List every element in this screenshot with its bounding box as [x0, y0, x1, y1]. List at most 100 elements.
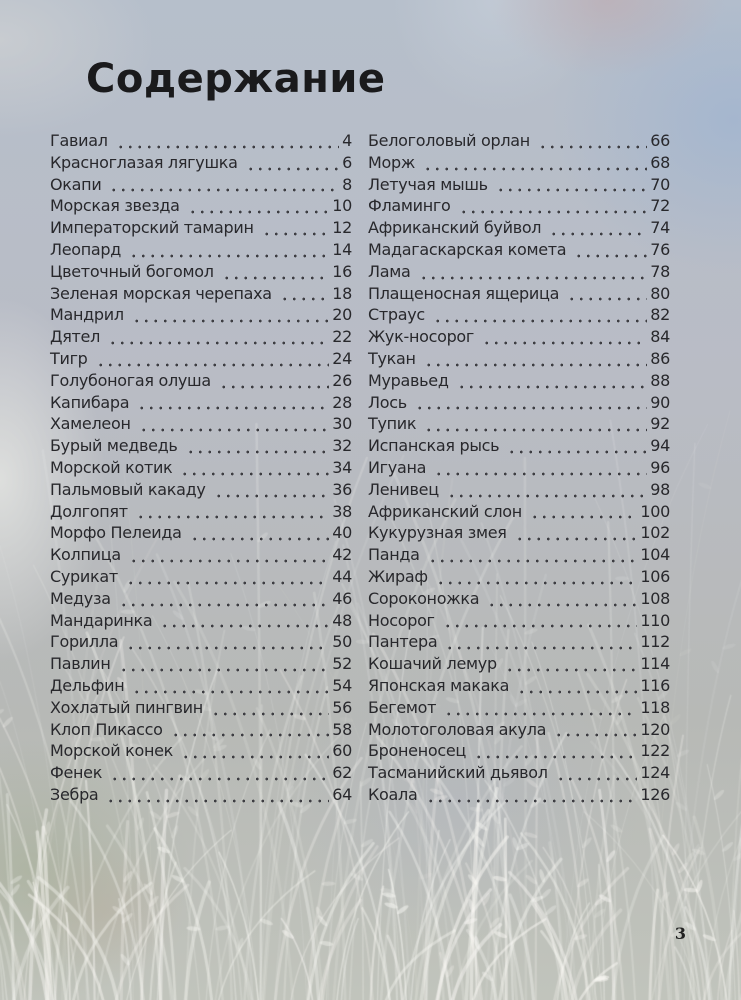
- toc-entry-title: Морж: [368, 152, 415, 172]
- dot-leader: [108, 174, 340, 197]
- toc-entry-title: Мандрил: [50, 305, 124, 325]
- toc-entry-title: Фламинго: [368, 196, 451, 216]
- toc-entry-page: 118: [640, 697, 670, 717]
- dot-leader: [107, 327, 330, 349]
- toc-entry: Гавиал 4: [50, 131, 352, 153]
- toc-entry-title: Кукурузная змея: [368, 523, 507, 543]
- toc-entry-page: 50: [332, 632, 352, 652]
- toc-entry: Сурикат 44: [50, 566, 352, 589]
- toc-entry-page: 14: [332, 239, 352, 259]
- dot-leader: [209, 697, 330, 720]
- dot-leader: [528, 501, 638, 524]
- toc-column-left: Гавиал 4 Красноглазая лягушка 6 Окапи 8 …: [50, 131, 352, 807]
- toc-entry-page: 74: [650, 218, 670, 238]
- toc-entry-page: 42: [332, 545, 352, 565]
- toc-entry: Кошачий лемур 114: [368, 654, 670, 676]
- toc-entry: Фламинго 72: [368, 196, 670, 219]
- toc-entry-page: 80: [650, 283, 670, 303]
- toc-entry: Окапи 8: [50, 174, 352, 197]
- toc-entry: Медуза 46: [50, 588, 352, 611]
- dot-leader: [506, 436, 648, 458]
- toc-entry-page: 58: [332, 719, 352, 739]
- toc-entry: Лама 78: [368, 261, 670, 284]
- toc-entry: Павлин 52: [50, 654, 352, 676]
- toc-entry-page: 30: [332, 414, 352, 434]
- toc-entry-page: 34: [332, 457, 352, 477]
- toc-entry: Молотоголовая акула 120: [368, 719, 670, 742]
- toc-entry-page: 70: [650, 174, 670, 194]
- page-title: Содержание: [86, 56, 386, 102]
- dot-leader: [244, 152, 340, 175]
- dot-leader: [131, 675, 330, 698]
- toc-entry-page: 98: [650, 479, 670, 499]
- toc-entry: Императорский тамарин 12: [50, 218, 352, 240]
- dot-leader: [433, 457, 648, 480]
- toc-entry-title: Японская макака: [368, 675, 510, 695]
- toc-entry-page: 22: [332, 327, 352, 347]
- toc-entry-title: Колпица: [50, 545, 121, 565]
- toc-entry-title: Пантера: [368, 632, 438, 652]
- toc-entry-page: 54: [332, 675, 352, 695]
- dot-leader: [457, 196, 648, 219]
- toc-entry: Игуана 96: [368, 457, 670, 480]
- toc-entry-title: Морфо Пелеида: [50, 523, 182, 543]
- toc-entry: Дельфин 54: [50, 675, 352, 698]
- dot-leader: [260, 218, 330, 240]
- toc-entry-page: 112: [640, 632, 670, 652]
- dot-leader: [179, 457, 330, 480]
- toc-entry-title: Морской конек: [50, 741, 174, 761]
- dot-leader: [186, 196, 330, 219]
- toc-entry-page: 66: [650, 131, 670, 150]
- dot-leader: [114, 131, 340, 153]
- toc-entry: Цветочный богомол 16: [50, 261, 352, 284]
- toc-entry-page: 100: [640, 501, 670, 521]
- toc-entry-title: Жираф: [368, 566, 428, 586]
- toc-entry-title: Горилла: [50, 632, 119, 652]
- toc-entry-page: 36: [332, 479, 352, 499]
- dot-leader: [217, 370, 330, 393]
- toc-entry: Мандаринка 48: [50, 610, 352, 633]
- toc-entry: Японская макака 116: [368, 675, 670, 698]
- toc-entry: Сороконожка 108: [368, 588, 670, 611]
- toc-entry-page: 40: [332, 523, 352, 543]
- dot-leader: [554, 763, 638, 785]
- toc-entry-page: 60: [332, 741, 352, 761]
- toc-entry: Бегемот 118: [368, 697, 670, 720]
- toc-entry-title: Дельфин: [50, 675, 125, 695]
- dot-leader: [125, 632, 330, 655]
- toc-entry-title: Зебра: [50, 784, 99, 804]
- toc-entry-title: Сурикат: [50, 566, 118, 586]
- toc-entry-page: 84: [650, 327, 670, 347]
- toc-entry: Морской котик 34: [50, 457, 352, 480]
- toc-entry-title: Зеленая морская черепаха: [50, 283, 272, 303]
- toc-entry: Красноглазая лягушка 6: [50, 152, 352, 175]
- toc-entry-title: Леопард: [50, 239, 122, 259]
- toc-entry-title: Белоголовый орлан: [368, 131, 530, 150]
- toc-entry-page: 86: [650, 348, 670, 368]
- toc-entry: Леопард 14: [50, 239, 352, 262]
- dot-leader: [105, 784, 330, 807]
- dot-leader: [441, 610, 638, 633]
- dot-leader: [188, 523, 330, 546]
- toc-entry-title: Мадагаскарская комета: [368, 239, 567, 259]
- toc-entry: Бурый медведь 32: [50, 436, 352, 458]
- dot-leader: [423, 414, 648, 437]
- toc-entry: Лось 90: [368, 392, 670, 415]
- toc-entry: Колпица 42: [50, 545, 352, 567]
- toc-entry-page: 12: [332, 218, 352, 238]
- toc-entry: Хамелеон 30: [50, 414, 352, 437]
- toc-entry: Морская звезда 10: [50, 196, 352, 219]
- toc-entry-title: Коала: [368, 784, 418, 804]
- toc-entry-page: 104: [640, 545, 670, 565]
- dot-leader: [127, 545, 330, 567]
- toc-entry-title: Бегемот: [368, 697, 437, 717]
- toc-entry-page: 102: [640, 523, 670, 543]
- toc-entry-title: Долгопят: [50, 501, 128, 521]
- toc-entry: Белоголовый орлан 66: [368, 131, 670, 153]
- toc-entry-title: Бурый медведь: [50, 436, 178, 456]
- toc-entry: Морской конек 60: [50, 741, 352, 764]
- toc-entry: Фенек 62: [50, 763, 352, 785]
- toc-entry-title: Тупик: [368, 414, 417, 434]
- toc-entry-page: 62: [332, 763, 352, 783]
